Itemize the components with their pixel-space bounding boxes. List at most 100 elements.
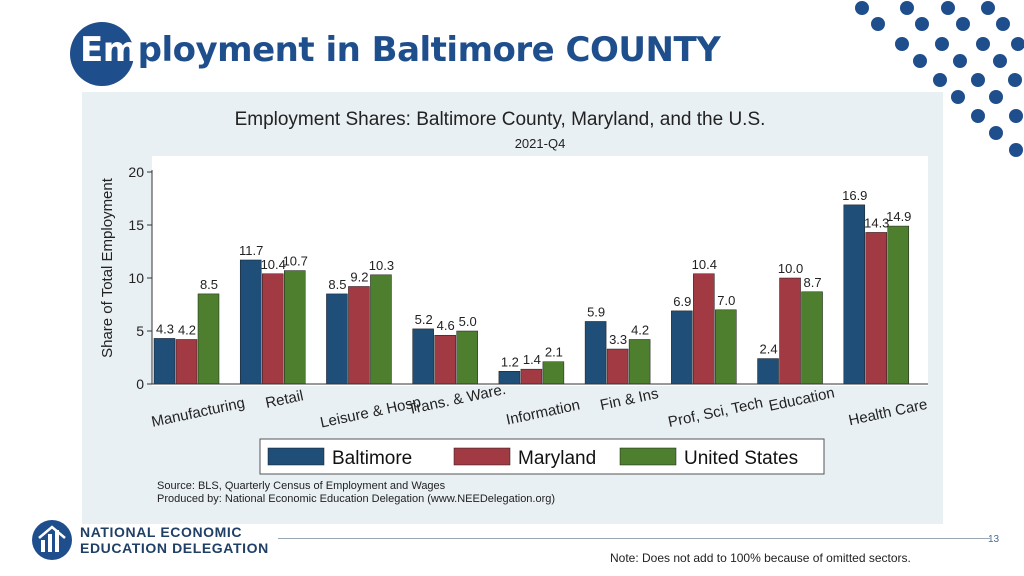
bar-value-label: 1.4 — [523, 352, 541, 367]
bar-value-label: 16.9 — [842, 188, 867, 203]
title-circle-decoration — [70, 22, 134, 86]
bar — [693, 273, 715, 385]
decorative-dot — [933, 73, 947, 87]
bars-group: 4.3 4.28.511.710.410.78.5 9.210.35.2 4.6 5.0… — [153, 188, 911, 385]
bar — [434, 334, 456, 385]
org-name-line-2: EDUCATION DELEGATION — [80, 540, 269, 556]
decorative-dots — [855, 1, 1024, 157]
decorative-dot — [1009, 143, 1023, 157]
bar-value-label: 8.5 — [200, 277, 218, 292]
y-tick-label: 0 — [136, 376, 144, 392]
x-category-label: Trans. & Ware. — [406, 381, 507, 418]
decorative-dot — [915, 17, 929, 31]
bar-value-label: 5.0 — [459, 314, 477, 329]
bar-value-label: 1.2 — [501, 354, 519, 369]
x-category-label: Health Care — [847, 396, 929, 429]
decorative-dot — [1011, 37, 1024, 51]
legend-label: United States — [684, 448, 798, 469]
bar — [843, 204, 866, 385]
decorative-dot — [953, 54, 967, 68]
legend-swatch — [267, 447, 325, 466]
bar-value-label: 10.0 — [778, 261, 803, 276]
x-category-label: Prof, Sci, Tech — [667, 394, 765, 431]
decorative-dot — [981, 1, 995, 15]
bar — [370, 274, 392, 385]
decorative-dot — [993, 54, 1007, 68]
bar — [757, 358, 779, 385]
bar — [628, 339, 651, 385]
decorative-dot — [989, 90, 1003, 104]
decorative-dot — [951, 90, 965, 104]
legend-swatch — [619, 447, 677, 466]
bar-value-label: 10.3 — [369, 258, 394, 273]
bar — [779, 277, 801, 385]
legend-swatch — [453, 447, 511, 466]
y-axis: 0 5 10 15 20 — [128, 164, 928, 392]
x-category-label: Education — [767, 384, 836, 415]
decorative-dot — [971, 109, 985, 123]
bar-value-label: 4.6 — [437, 318, 455, 333]
decorative-dot — [871, 17, 885, 31]
bar-value-label: 14.9 — [886, 209, 911, 224]
decorative-dot — [976, 37, 990, 51]
decorative-dot — [941, 1, 955, 15]
bar-value-label: 4.2 — [631, 322, 649, 337]
decorative-dot — [996, 17, 1010, 31]
footnote: Note: Does not add to 100% because of om… — [610, 551, 911, 565]
bar-value-label: 11.7 — [239, 243, 263, 258]
bar — [348, 286, 370, 385]
bar-value-label: 10.7 — [283, 254, 308, 269]
org-name: NATIONAL ECONOMIC EDUCATION DELEGATION — [80, 524, 269, 556]
y-tick-label: 20 — [128, 164, 144, 180]
bar — [715, 309, 737, 385]
bar — [283, 270, 306, 385]
bar-value-label: 9.2 — [350, 269, 368, 284]
x-category-label: Fin & Ins — [599, 385, 660, 414]
source-line-1: Source: BLS, Quarterly Census of Employm… — [157, 480, 446, 492]
bar-value-label: 7.0 — [717, 293, 735, 308]
decorative-dot — [1009, 109, 1023, 123]
bar-value-label: 5.2 — [415, 312, 433, 327]
bar — [865, 232, 888, 385]
legend-label: Baltimore — [332, 448, 412, 469]
page-number: 13 — [988, 534, 1000, 545]
bar — [584, 321, 607, 385]
decorative-dot — [935, 37, 949, 51]
chart-panel: Employment Shares: Baltimore County, Mar… — [82, 92, 943, 524]
decorative-dot — [1008, 73, 1022, 87]
legend-label: Maryland — [518, 448, 596, 469]
x-category-label: Leisure & Hosp — [319, 394, 423, 432]
bar — [606, 348, 629, 385]
decorative-dot — [895, 37, 909, 51]
decorative-dot — [971, 73, 985, 87]
title-rest: ployment in Baltimore COUNTY — [137, 30, 721, 70]
bar-value-label: 14.3 — [864, 215, 889, 230]
bar-value-label: 8.7 — [804, 275, 822, 290]
decorative-dot — [900, 1, 914, 15]
page-title: Employment in Baltimore COUNTY — [80, 30, 721, 70]
y-axis-label: Share of Total Employment — [99, 177, 116, 358]
decorative-dot — [989, 126, 1003, 140]
x-axis-labels: Manufacturing Retail Leisure & HospTrans. … — [150, 381, 929, 432]
decorative-dot — [855, 1, 869, 15]
legend: Baltimore Maryland United States — [259, 438, 825, 475]
bar — [175, 339, 198, 385]
decorative-dot — [913, 54, 927, 68]
chart-title: Employment Shares: Baltimore County, Mar… — [235, 109, 766, 130]
bar-value-label: 10.4 — [261, 257, 286, 272]
bar-value-label: 2.1 — [545, 345, 563, 360]
bar — [326, 293, 348, 385]
bar — [412, 328, 434, 385]
bar — [153, 338, 176, 385]
bar-value-label: 6.9 — [673, 294, 691, 309]
bar-value-label: 2.4 — [760, 342, 778, 357]
org-name-line-1: NATIONAL ECONOMIC — [80, 524, 243, 540]
y-tick-label: 15 — [128, 217, 144, 233]
bar-value-label: 4.3 — [156, 321, 174, 336]
x-category-label: Retail — [264, 387, 305, 412]
decorative-dot — [956, 17, 970, 31]
bar-value-label: 3.3 — [609, 332, 627, 347]
employment-shares-chart: Employment Shares: Baltimore County, Mar… — [99, 109, 929, 505]
footer-divider — [278, 538, 990, 539]
bar — [261, 273, 284, 385]
